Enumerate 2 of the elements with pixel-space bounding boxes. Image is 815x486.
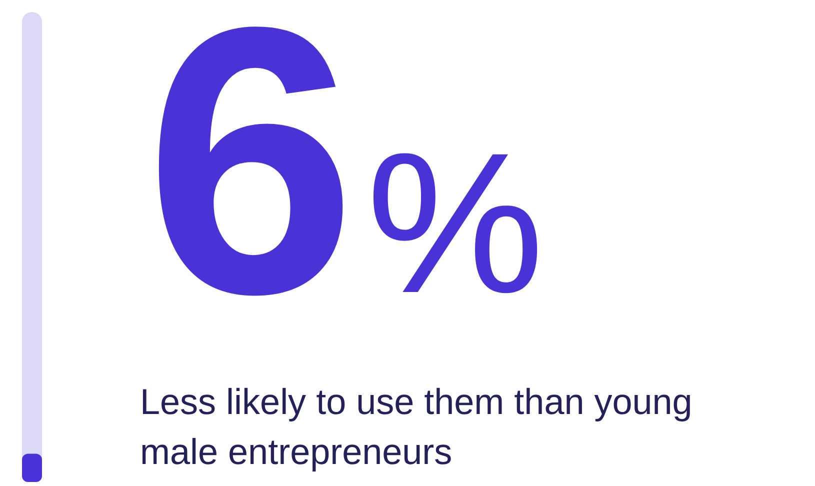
data-label: 6%	[145, 0, 544, 373]
text: Less likely to use them than young male entrepreneurs	[140, 381, 692, 472]
